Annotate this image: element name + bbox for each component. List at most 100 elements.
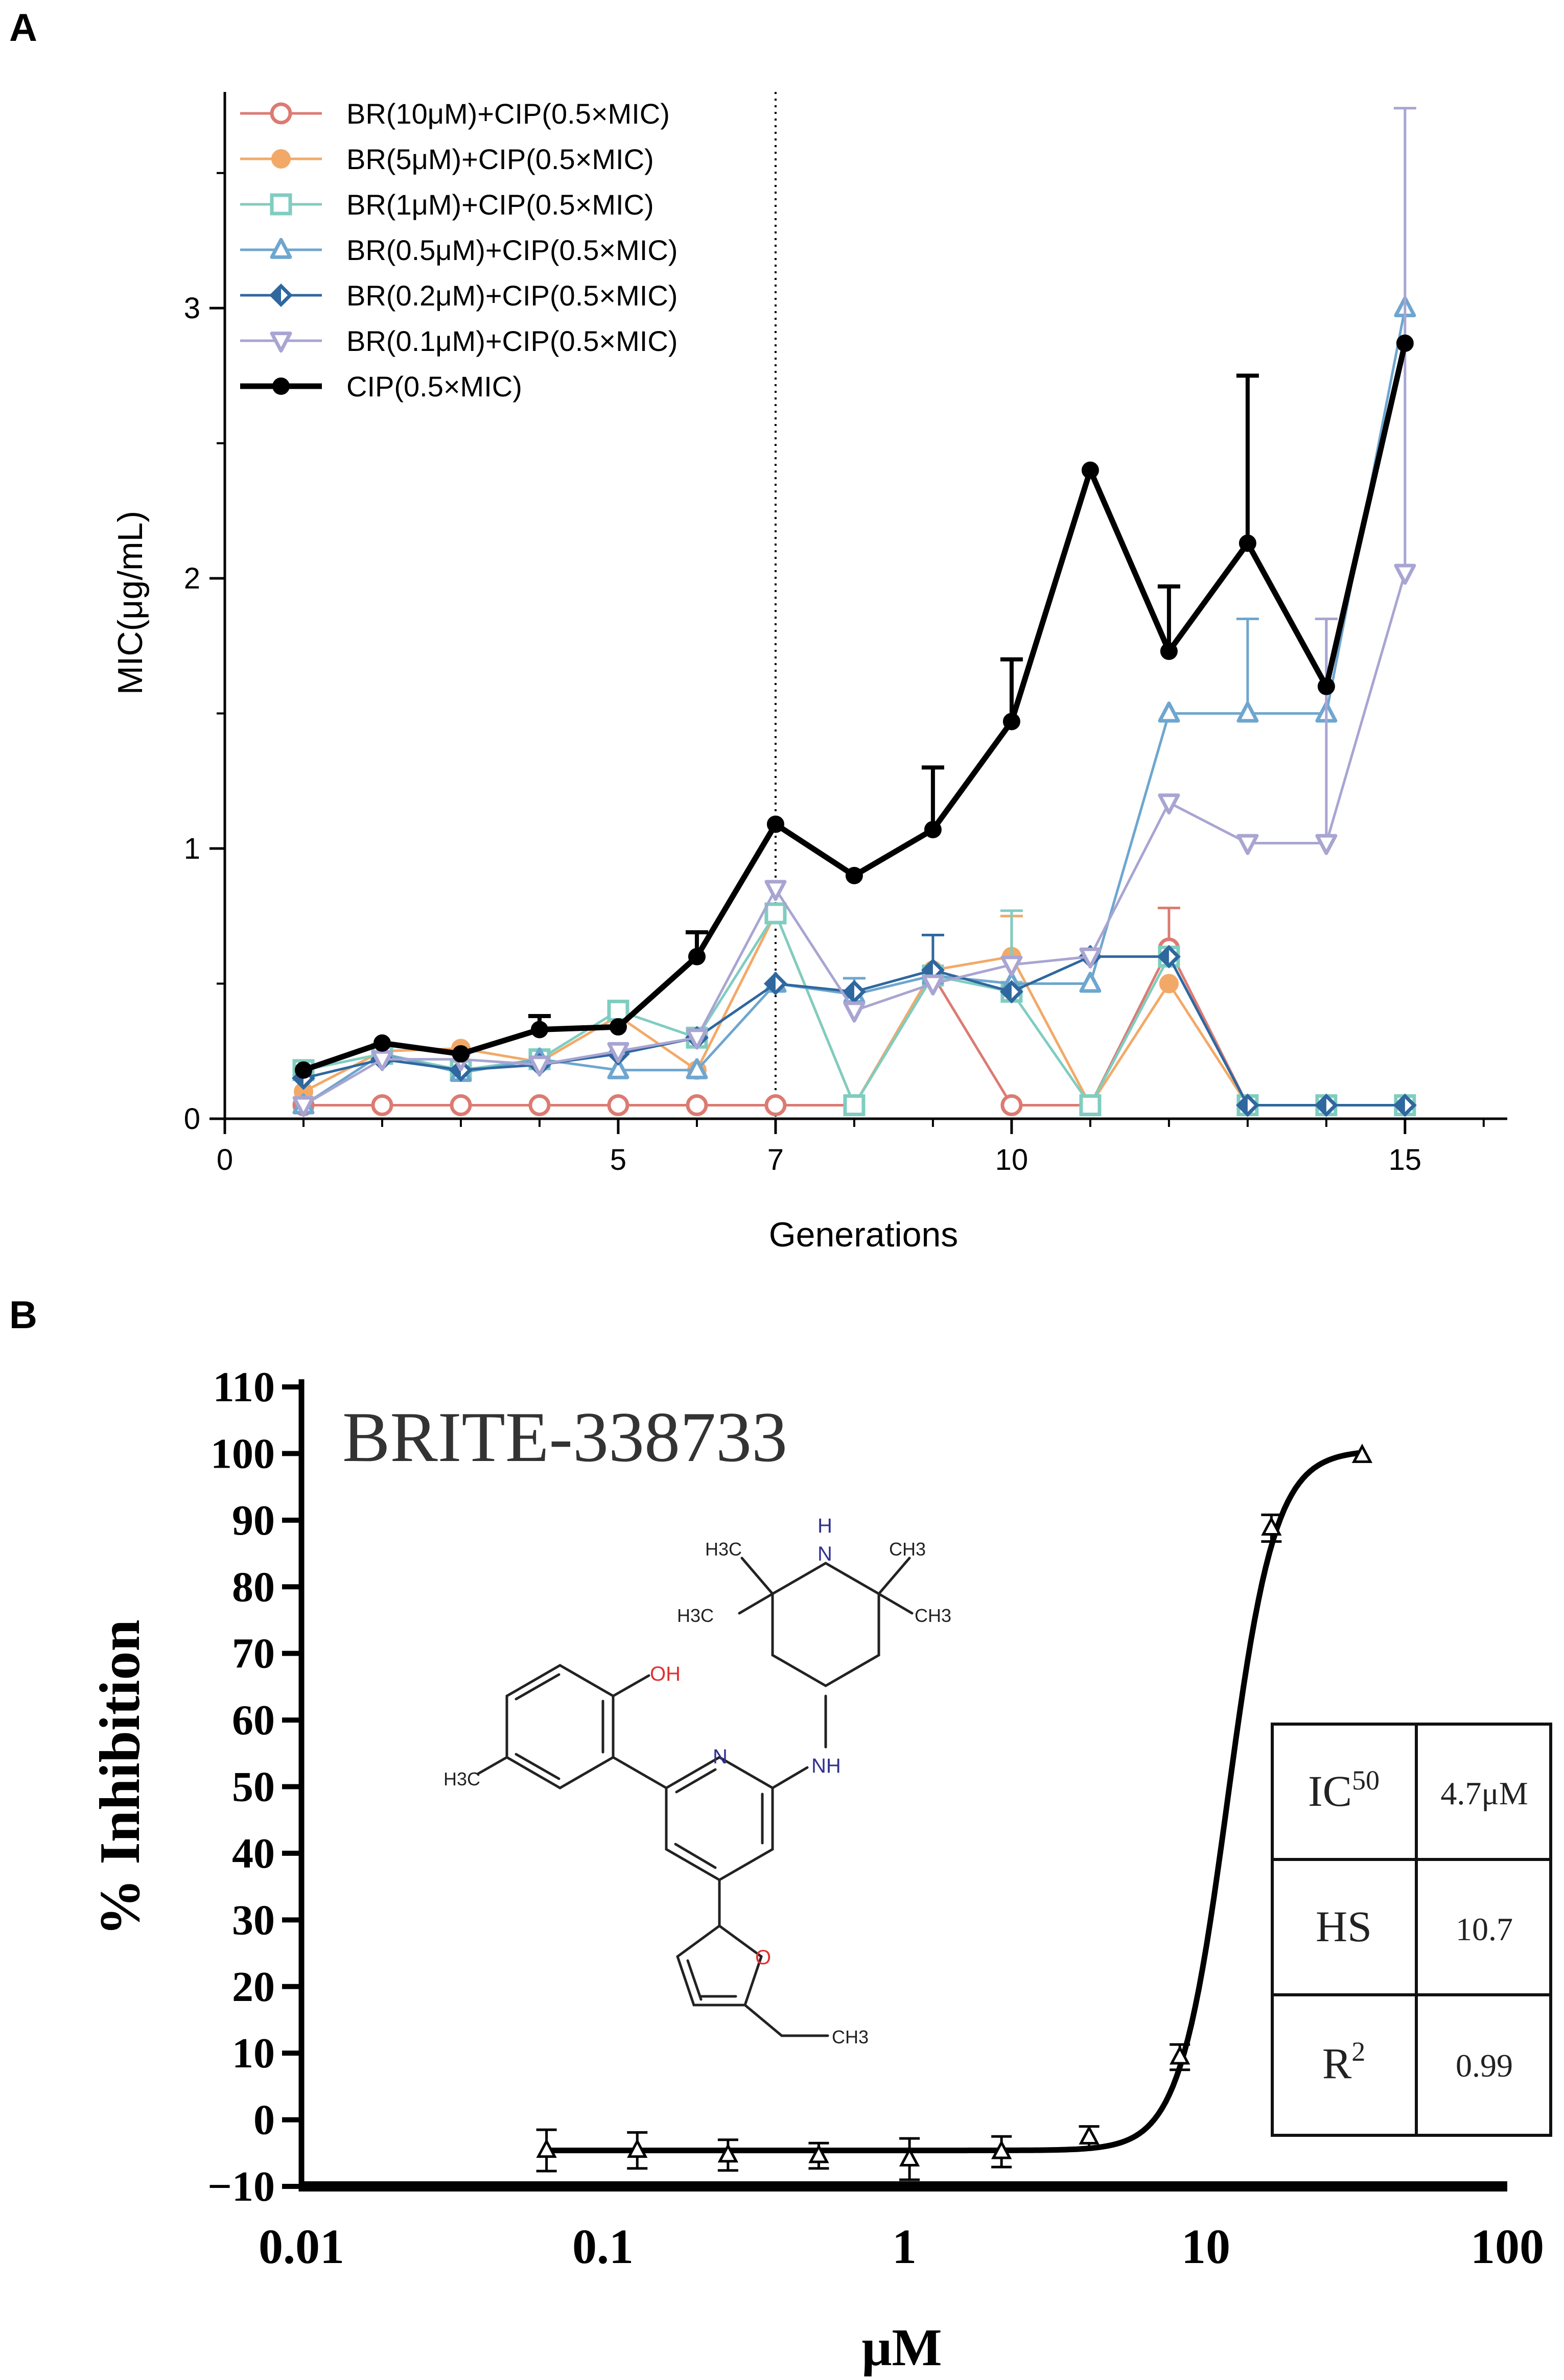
svg-text:H: H xyxy=(818,1515,832,1537)
data-point xyxy=(1158,701,1180,723)
y-tick-label: 20 xyxy=(232,1963,275,2011)
legend-item: BR(5μM)+CIP(0.5×MIC) xyxy=(240,143,654,175)
stats-key-ic50: IC50 xyxy=(1308,1765,1380,1816)
x-tick-label: 1 xyxy=(892,2219,917,2274)
data-point xyxy=(528,1055,551,1077)
chemical-structure xyxy=(477,1557,914,2037)
data-point xyxy=(607,999,629,1022)
y-tick-label: 40 xyxy=(232,1830,275,1877)
data-point xyxy=(1317,677,1335,695)
stats-value-ic50: 4.7μM xyxy=(1440,1775,1528,1811)
svg-text:CH3: CH3 xyxy=(832,2026,869,2047)
data-point xyxy=(717,2143,739,2163)
chemical-structure-labels: OH N NH H N O H3C H3C CH3 H3C CH3 CH3 xyxy=(443,1515,951,2047)
y-tick-label: 2 xyxy=(184,562,200,595)
panel-a-chart: 0 5 7 10 15 0 1 2 3 xyxy=(184,92,1507,1176)
legend-swatch-marker xyxy=(270,332,292,353)
y-tick-label: 90 xyxy=(232,1497,275,1544)
legend-item: BR(0.2μM)+CIP(0.5×MIC) xyxy=(240,279,678,312)
data-point xyxy=(1159,974,1179,994)
data-point xyxy=(607,1094,629,1117)
svg-text:O: O xyxy=(755,1946,771,1969)
data-point xyxy=(607,1042,629,1064)
panel-a-legend: BR(10μM)+CIP(0.5×MIC) BR(5μM)+CIP(0.5×MIC… xyxy=(240,98,678,403)
legend-label: BR(0.2μM)+CIP(0.5×MIC) xyxy=(346,279,678,312)
x-tick-label: 5 xyxy=(610,1143,626,1176)
legend-label: BR(1μM)+CIP(0.5×MIC) xyxy=(346,188,654,221)
data-point xyxy=(607,1058,629,1079)
data-point xyxy=(845,866,863,884)
panel-b-x-axis-title: μM xyxy=(861,2318,942,2377)
data-point xyxy=(530,1021,548,1039)
data-point xyxy=(452,1045,470,1063)
svg-text:N: N xyxy=(818,1543,832,1565)
legend-item: BR(10μM)+CIP(0.5×MIC) xyxy=(240,98,670,130)
data-point xyxy=(1315,834,1338,855)
x-tick-label: 7 xyxy=(767,1143,784,1176)
data-point xyxy=(686,1058,708,1079)
y-tick-label: 60 xyxy=(232,1696,275,1744)
data-point-fill xyxy=(766,974,776,993)
y-tick-label: −10 xyxy=(207,2163,275,2210)
data-point xyxy=(371,1050,393,1071)
x-tick-label: 10 xyxy=(1181,2219,1230,2274)
legend-item: CIP(0.5×MIC) xyxy=(240,370,522,403)
y-tick-label: 0 xyxy=(184,1102,200,1136)
svg-text:NH: NH xyxy=(811,1755,841,1777)
data-point xyxy=(1396,334,1414,352)
data-point xyxy=(991,2139,1012,2159)
svg-text:CH3: CH3 xyxy=(889,1539,926,1560)
data-point xyxy=(371,1094,393,1117)
data-point xyxy=(686,1028,708,1050)
stats-value-r2: 0.99 xyxy=(1456,2047,1513,2084)
panel-a-y-axis-title: MIC(μg/mL) xyxy=(111,511,150,695)
legend-swatch-marker xyxy=(270,238,292,259)
data-point-fill xyxy=(845,982,854,1001)
x-tick-label: 0.1 xyxy=(572,2219,634,2274)
stats-value-hs: 10.7 xyxy=(1456,1911,1513,1947)
legend-item: BR(1μM)+CIP(0.5×MIC) xyxy=(240,188,654,221)
data-point xyxy=(294,1061,312,1079)
data-point xyxy=(764,902,787,925)
y-tick-label: 1 xyxy=(184,832,200,865)
data-point-fill xyxy=(1238,1096,1248,1115)
data-point xyxy=(1002,713,1020,731)
svg-text:H3C: H3C xyxy=(705,1539,742,1560)
data-point xyxy=(1236,834,1259,855)
x-tick-label: 0 xyxy=(217,1143,233,1176)
stats-key-r2: R2 xyxy=(1322,2036,1365,2088)
series-4 xyxy=(292,933,1417,1117)
legend-swatch-marker xyxy=(270,193,292,216)
svg-text:OH: OH xyxy=(650,1663,681,1685)
data-point-fill xyxy=(1159,947,1169,966)
y-tick-label: 100 xyxy=(211,1430,275,1477)
data-point xyxy=(899,2147,920,2167)
data-point xyxy=(686,1094,708,1117)
data-point xyxy=(1000,955,1023,977)
data-point xyxy=(766,815,784,833)
svg-text:CH3: CH3 xyxy=(915,1605,951,1626)
svg-text:H3C: H3C xyxy=(677,1605,714,1626)
y-tick-label: 80 xyxy=(232,1563,275,1611)
data-point xyxy=(1079,1094,1102,1117)
legend-label: BR(10μM)+CIP(0.5×MIC) xyxy=(346,98,670,130)
legend-swatch-marker xyxy=(271,149,291,169)
legend-label: BR(0.1μM)+CIP(0.5×MIC) xyxy=(346,325,678,357)
data-point xyxy=(1239,534,1256,552)
data-point xyxy=(292,1096,315,1117)
svg-text:H3C: H3C xyxy=(443,1769,480,1789)
data-point-fill xyxy=(1317,1096,1326,1115)
x-tick-label: 15 xyxy=(1389,1143,1422,1176)
y-tick-label: 3 xyxy=(184,292,200,325)
data-point xyxy=(1394,563,1416,585)
legend-swatch-marker-fill xyxy=(272,286,281,304)
data-point-fill xyxy=(1395,1096,1405,1115)
legend-label: BR(0.5μM)+CIP(0.5×MIC) xyxy=(346,234,678,266)
data-point xyxy=(843,1001,866,1023)
data-point xyxy=(843,1094,866,1117)
y-tick-label: 50 xyxy=(232,1763,275,1811)
y-tick-label: 10 xyxy=(232,2030,275,2077)
data-point xyxy=(1158,793,1180,815)
legend-label: CIP(0.5×MIC) xyxy=(346,370,522,403)
